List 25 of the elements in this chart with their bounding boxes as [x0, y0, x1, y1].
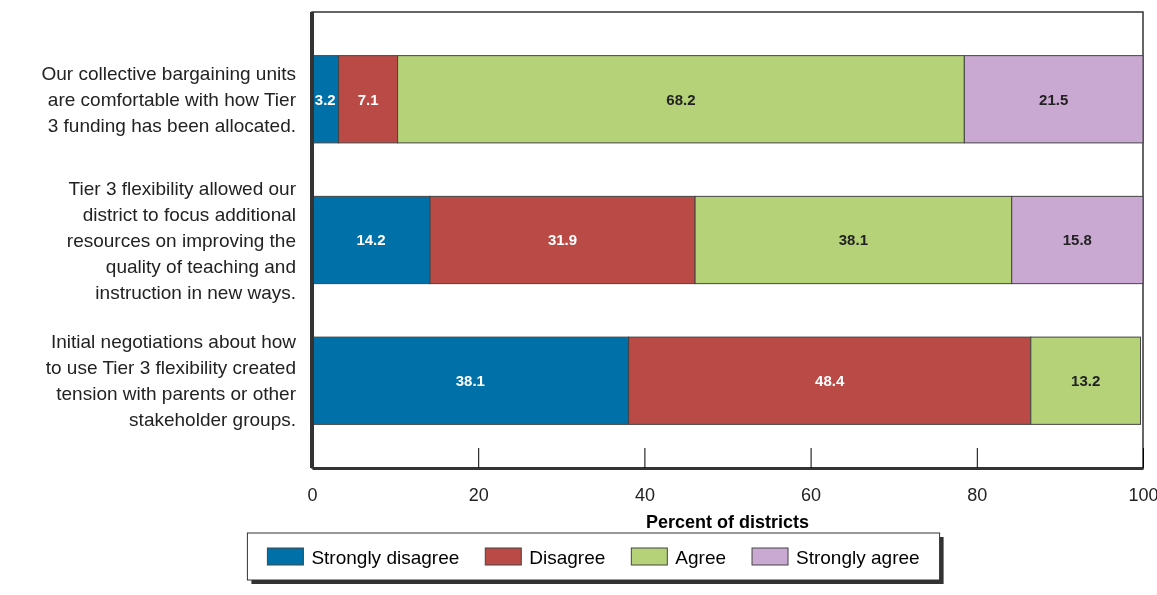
- data-label: 48.4: [815, 371, 845, 389]
- legend-label: Agree: [675, 546, 727, 568]
- x-axis-title: Percent of districts: [645, 512, 810, 532]
- y-tick-label: Tier 3 flexibility allowed our district to focus additional resources on improving the quality of teaching and instruction in new ways.: [66, 177, 297, 303]
- data-label: 68.2: [666, 90, 696, 108]
- legend-label: Disagree: [529, 546, 606, 568]
- x-tick-label: 0: [307, 484, 318, 505]
- y-tick-label: Initial negotiations about how to use Tier 3 flexibility created tension with parents or other stakeholder groups.: [45, 331, 297, 431]
- x-tick-label: 40: [634, 484, 655, 505]
- data-label: 3.2: [314, 90, 336, 108]
- legend-label: Strongly disagree: [311, 546, 460, 568]
- data-label: 31.9: [547, 231, 578, 249]
- data-label: 14.2: [356, 231, 386, 249]
- x-tick-label: 60: [801, 484, 822, 505]
- data-label: 15.8: [1062, 231, 1092, 249]
- y-tick-label: Our collective bargaining units are comfortable with how Tier 3 funding has been allocated.: [41, 62, 297, 136]
- data-label: 13.2: [1071, 371, 1101, 389]
- data-label: 7.1: [357, 90, 379, 108]
- x-tick-label: 80: [967, 484, 988, 505]
- x-tick-label: 20: [468, 484, 489, 505]
- legend-label: Strongly agree: [796, 546, 920, 568]
- data-label: 21.5: [1039, 90, 1069, 108]
- data-label: 38.1: [455, 371, 485, 389]
- data-label: 38.1: [838, 231, 868, 249]
- x-tick-label: 100: [1128, 484, 1157, 505]
